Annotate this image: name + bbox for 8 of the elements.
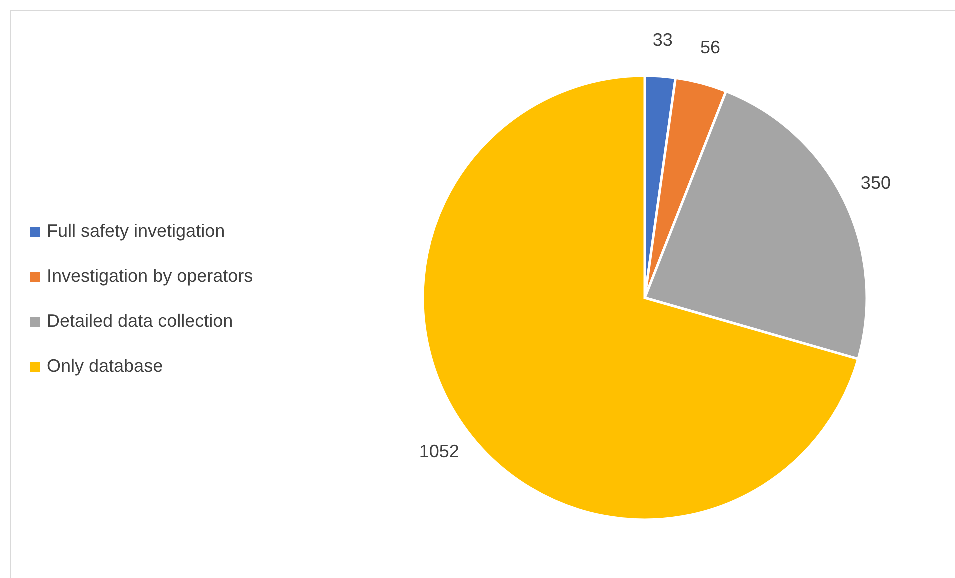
- legend-label: Investigation by operators: [47, 266, 254, 286]
- data-label: 1052: [419, 442, 460, 462]
- legend-label: Detailed data collection: [47, 310, 234, 331]
- legend-label: Only database: [47, 356, 164, 376]
- data-label: 56: [700, 38, 720, 58]
- legend-label: Full safety invetigation: [47, 220, 226, 241]
- data-label: 350: [860, 172, 891, 193]
- data-label: 33: [652, 30, 673, 50]
